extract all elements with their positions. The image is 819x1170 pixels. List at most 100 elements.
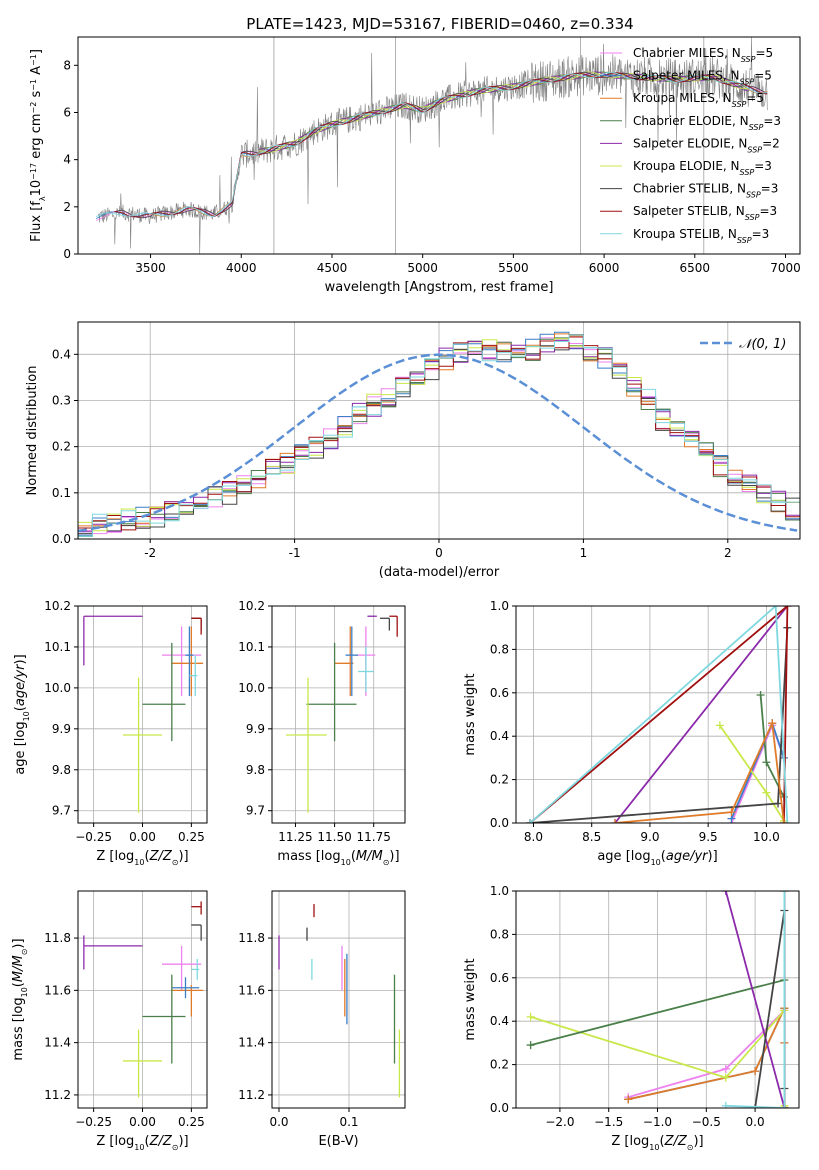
y-tick-label: 10.2 — [238, 599, 265, 613]
y-axis-label: Flux [fλ10−17 erg cm−2 s−1 A−1] — [29, 49, 47, 242]
weight-series — [721, 891, 789, 1108]
weight-marker — [756, 690, 765, 699]
y-tick-label: 11.2 — [238, 1088, 265, 1102]
y-tick-label: 0.0 — [52, 532, 71, 546]
errorbar-point — [191, 617, 202, 635]
plot-area — [516, 606, 799, 823]
errorbar-point — [358, 646, 374, 692]
y-tick-label: 9.7 — [246, 804, 265, 818]
y-tick-label: 0.2 — [490, 1058, 509, 1072]
y-tick-label: 9.8 — [52, 763, 71, 777]
y-tick-label: 4 — [63, 153, 71, 167]
x-tick-label: −0.25 — [75, 830, 112, 844]
x-tick-label: 4000 — [226, 261, 257, 275]
weight-marker — [727, 808, 736, 817]
legend-label: Kroupa STELIB, NSSP=3 — [633, 227, 769, 245]
x-tick-label: -1 — [289, 546, 301, 560]
weight-marker — [721, 891, 730, 895]
x-tick-label: −2.0 — [545, 1115, 574, 1129]
x-tick-label: 5500 — [498, 261, 529, 275]
errorbar-point — [345, 626, 359, 697]
panel-age_vs_Z: −0.25 0.00 0.25 9.7 9.8 9.9 10.0 10.1 10.2 Z [log… — [13, 599, 208, 867]
legend-label: Chabrier STELIB, NSSP=3 — [633, 182, 778, 200]
legend-label: Kroupa ELODIE, NSSP=3 — [633, 159, 772, 177]
y-tick-label: 11.4 — [238, 1036, 265, 1050]
weight-line — [754, 910, 786, 1108]
x-tick-label: 3500 — [135, 261, 166, 275]
plot-area — [95, 37, 768, 254]
errorbar-point — [83, 935, 143, 970]
weight-marker — [526, 1012, 535, 1021]
histogram-step — [78, 339, 800, 533]
x-tick-label: 9.5 — [699, 830, 718, 844]
errorbar-point — [171, 977, 200, 999]
x-tick-label: 6000 — [589, 261, 620, 275]
y-tick-label: 11.2 — [44, 1088, 71, 1102]
y-tick-label: 1.0 — [490, 884, 509, 898]
panel-residuals: -2 -1 0 1 2 0.0 0.1 0.2 0.3 0.4 (data-model)/error… — [25, 321, 801, 580]
legend-label: Chabrier ELODIE, NSSP=3 — [633, 114, 781, 132]
weight-line — [725, 891, 786, 1108]
errorbar-point — [142, 642, 186, 742]
y-tick-label: 11.8 — [238, 931, 265, 945]
weight-line — [529, 606, 789, 823]
errorbar-point — [389, 615, 398, 637]
y-tick-label: 0.3 — [52, 393, 71, 407]
y-tick-label: 11.6 — [238, 983, 265, 997]
panel-weight_vs_Z: −2.0 −1.5 −1.0 −0.5 0.0 0.0 0.2 0.4 0.6 0.8 1.0 Z [… — [463, 884, 800, 1152]
legend: 𝒩(0, 1) — [700, 337, 786, 352]
weight-series — [525, 623, 792, 823]
errorbar-point — [162, 945, 202, 991]
histogram-step — [78, 338, 800, 532]
y-tick-label: 0.0 — [490, 816, 509, 830]
errorbar-point — [142, 974, 186, 1064]
y-tick-label: 2 — [63, 200, 71, 214]
y-tick-label: 0.6 — [490, 971, 509, 985]
weight-line — [529, 606, 789, 823]
panel-age_vs_mass: 11.25 11.50 11.75 9.7 9.8 9.9 10.0 10.1 10.2 mass… — [238, 599, 406, 867]
errorbar-point — [191, 617, 202, 631]
weight-marker — [771, 606, 780, 610]
y-tick-label: 6 — [63, 105, 71, 119]
legend-label: Kroupa MILES, NSSP=5 — [633, 91, 764, 109]
weight-marker — [780, 891, 789, 895]
weight-series — [525, 606, 792, 823]
x-tick-label: 0.00 — [129, 830, 156, 844]
x-tick-label: 11.75 — [357, 830, 391, 844]
x-tick-label: 0.1 — [339, 1115, 358, 1129]
panel-spectrum: 3500 4000 4500 5000 5500 6000 6500 7000 0 2 4 6 8 wav… — [29, 36, 801, 295]
weight-marker — [780, 1104, 789, 1108]
x-tick-label: 1 — [580, 546, 588, 560]
x-axis-label: mass [log10(M/M⊙)] — [277, 849, 399, 867]
y-axis-label: mass [log10(M/M⊙)] — [11, 938, 29, 1060]
weight-line — [724, 891, 786, 1108]
panel-weight_vs_age: 8.0 8.5 9.0 9.5 10.0 0.0 0.2 0.4 0.6 0.8 1.0 age [l… — [463, 599, 800, 867]
x-tick-label: 11.50 — [317, 830, 351, 844]
y-tick-label: 0.4 — [490, 729, 509, 743]
weight-series — [751, 906, 789, 1108]
y-tick-label: 0.2 — [490, 773, 509, 787]
weight-marker — [721, 1073, 730, 1082]
x-tick-label: −0.25 — [75, 1115, 112, 1129]
weight-series — [715, 721, 788, 823]
y-tick-label: 0.2 — [52, 440, 71, 454]
weight-series — [610, 719, 788, 823]
y-tick-label: 0.0 — [490, 1101, 509, 1115]
weight-marker — [610, 819, 619, 823]
y-axis-label: mass weight — [463, 673, 478, 755]
x-tick-label: −0.5 — [692, 1115, 721, 1129]
legend-label: Chabrier MILES, NSSP=5 — [633, 46, 773, 64]
x-axis-label: age [log10(age/yr)] — [597, 849, 717, 867]
y-tick-label: 9.8 — [246, 763, 265, 777]
legend-label: 𝒩(0, 1) — [739, 337, 786, 352]
y-tick-label: 0.4 — [490, 1014, 509, 1028]
weight-marker — [783, 819, 792, 823]
errorbar-point — [191, 958, 200, 980]
axes-frame — [77, 36, 801, 255]
y-tick-label: 0.1 — [52, 486, 71, 500]
errorbar-point — [379, 617, 391, 631]
legend-label: Salpeter ELODIE, NSSP=2 — [633, 136, 780, 154]
x-tick-label: 0.25 — [178, 830, 205, 844]
y-tick-label: 9.9 — [246, 722, 265, 736]
plot-area — [78, 322, 800, 539]
